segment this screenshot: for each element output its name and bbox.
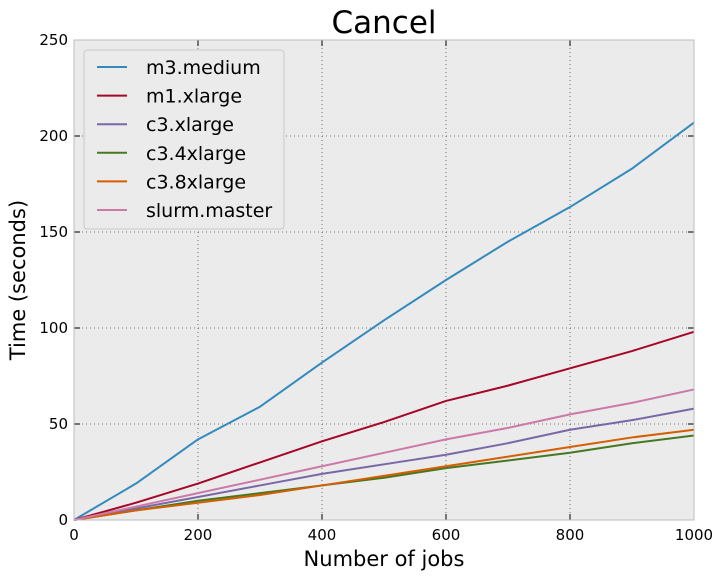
y-tick-label: 150 [39,223,68,241]
x-tick-label: 800 [556,526,585,544]
series-line-c3-4xlarge [73,434,695,521]
legend-label: m3.medium [146,57,261,79]
y-tick-label: 100 [39,319,68,337]
plot-frame [73,39,695,521]
legend: m3.medium m1.xlarge c3.xlarge c3.4xlarge c3.… [83,49,285,230]
legend-label: slurm.master [146,200,272,222]
series-line-c3-xlarge [73,407,695,521]
series-lines [73,121,695,521]
x-tick-label: 200 [184,526,213,544]
x-tick-label: 400 [308,526,337,544]
y-tick-label: 0 [58,511,68,529]
x-tick-label: 0 [69,526,79,544]
series-line-slurm-master [73,388,695,521]
x-tick-label: 1000 [675,526,713,544]
chart-title: Cancel [331,5,436,41]
series-line-m1-xlarge [73,330,695,521]
series-line-c3-8xlarge [73,428,695,521]
legend-label: m1.xlarge [146,86,242,108]
x-tick-label: 600 [432,526,461,544]
series-line-m3-medium [73,121,695,521]
legend-label: c3.4xlarge [146,143,246,165]
legend-box [83,49,285,230]
y-tick-label: 50 [49,415,68,433]
y-axis-label: Time (seconds) [6,200,30,361]
legend-label: c3.8xlarge [146,171,246,193]
y-tick-label: 250 [39,31,68,49]
x-axis-label: Number of jobs [304,547,465,571]
axis-ticks: 0 200 400 600 800 1000 0 50 100 150 200 250 [39,31,713,544]
legend-label: c3.xlarge [146,114,234,136]
y-tick-label: 200 [39,127,68,145]
